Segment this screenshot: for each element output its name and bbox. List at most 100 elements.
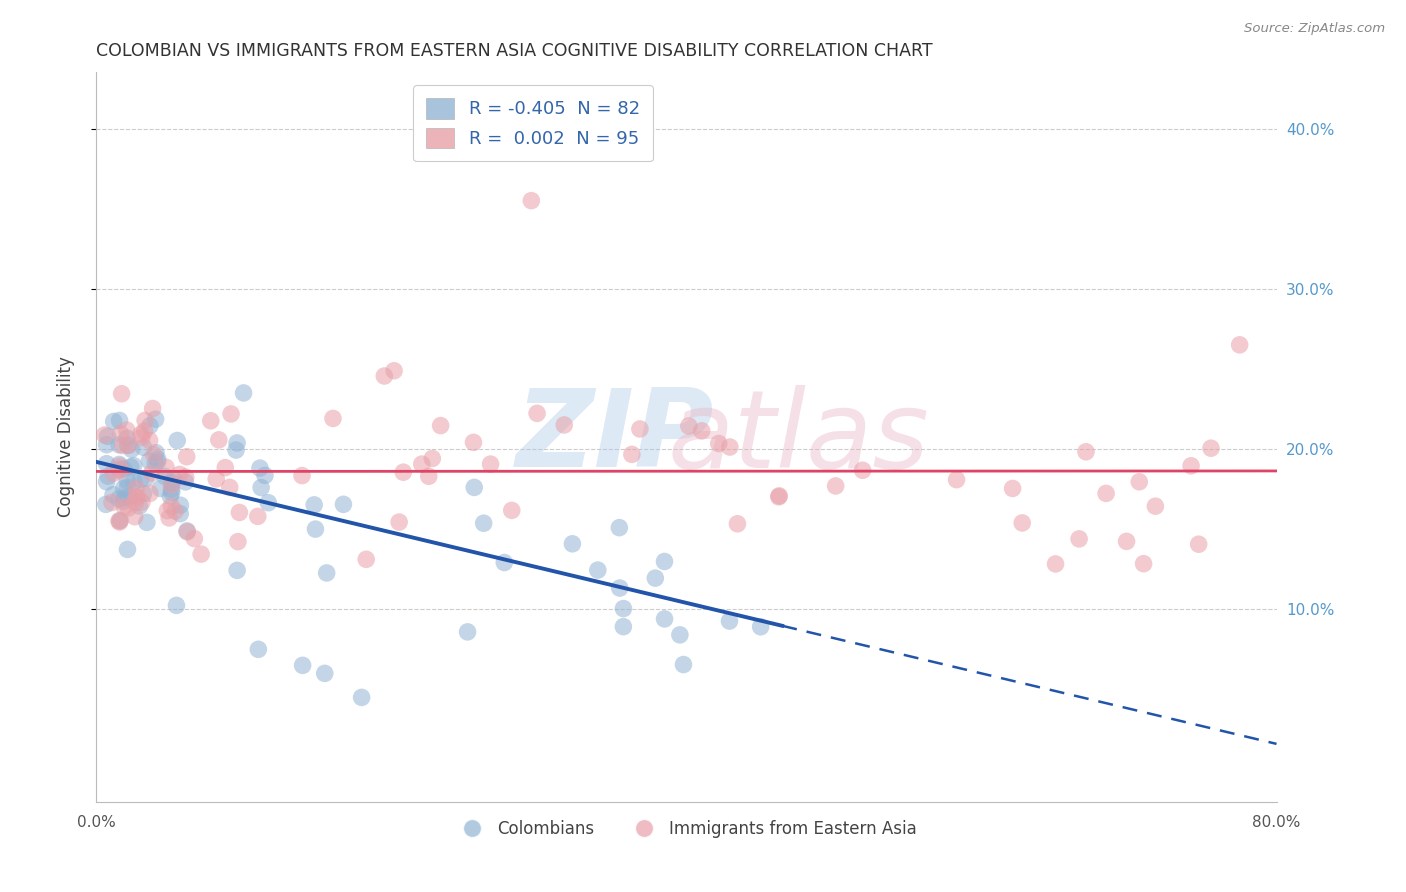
Point bbox=[1188, 537, 1211, 551]
Point bbox=[125, 481, 148, 495]
Point bbox=[176, 524, 198, 539]
Point bbox=[124, 509, 146, 524]
Point bbox=[553, 417, 575, 432]
Point bbox=[146, 455, 169, 469]
Point bbox=[160, 478, 183, 492]
Point bbox=[354, 552, 377, 566]
Point bbox=[768, 489, 790, 503]
Point bbox=[1001, 482, 1024, 496]
Point bbox=[156, 503, 179, 517]
Point bbox=[620, 447, 643, 461]
Point bbox=[257, 496, 280, 510]
Point bbox=[253, 468, 276, 483]
Point bbox=[112, 500, 135, 514]
Point bbox=[852, 463, 875, 477]
Point bbox=[96, 457, 118, 471]
Point bbox=[125, 490, 148, 504]
Point bbox=[678, 419, 700, 434]
Point bbox=[200, 414, 222, 428]
Point bbox=[669, 628, 692, 642]
Point bbox=[420, 451, 443, 466]
Point bbox=[654, 612, 676, 626]
Point bbox=[208, 433, 231, 447]
Point bbox=[463, 480, 485, 494]
Point bbox=[718, 440, 741, 454]
Point bbox=[250, 481, 273, 495]
Point bbox=[101, 495, 124, 509]
Point bbox=[96, 475, 118, 489]
Point bbox=[135, 516, 157, 530]
Point bbox=[149, 482, 172, 496]
Point bbox=[411, 457, 433, 471]
Point bbox=[945, 473, 967, 487]
Point bbox=[654, 554, 676, 568]
Point bbox=[122, 458, 145, 473]
Point bbox=[232, 386, 254, 401]
Point bbox=[169, 498, 191, 512]
Point bbox=[131, 430, 153, 444]
Point bbox=[118, 438, 141, 452]
Point bbox=[228, 505, 250, 519]
Point bbox=[143, 457, 166, 471]
Point bbox=[291, 468, 314, 483]
Point bbox=[114, 491, 136, 505]
Text: COLOMBIAN VS IMMIGRANTS FROM EASTERN ASIA COGNITIVE DISABILITY CORRELATION CHART: COLOMBIAN VS IMMIGRANTS FROM EASTERN ASI… bbox=[96, 42, 932, 60]
Point bbox=[672, 657, 695, 672]
Point bbox=[392, 465, 415, 479]
Point bbox=[160, 482, 183, 496]
Point bbox=[108, 462, 131, 476]
Point bbox=[707, 436, 730, 450]
Point bbox=[103, 414, 125, 428]
Point bbox=[146, 452, 169, 467]
Point bbox=[727, 516, 749, 531]
Point bbox=[108, 413, 131, 427]
Point bbox=[472, 516, 495, 531]
Point bbox=[169, 467, 191, 482]
Point bbox=[160, 485, 183, 500]
Point bbox=[142, 448, 165, 462]
Point bbox=[247, 642, 270, 657]
Point bbox=[165, 504, 187, 518]
Point bbox=[226, 534, 249, 549]
Point bbox=[108, 459, 131, 474]
Point bbox=[138, 454, 160, 468]
Point bbox=[183, 532, 205, 546]
Point bbox=[609, 581, 631, 595]
Point bbox=[145, 446, 167, 460]
Point bbox=[304, 522, 326, 536]
Point bbox=[127, 490, 149, 504]
Point bbox=[1074, 444, 1097, 458]
Point bbox=[132, 486, 155, 500]
Point bbox=[249, 461, 271, 475]
Point bbox=[429, 418, 451, 433]
Point bbox=[117, 542, 139, 557]
Point bbox=[315, 566, 337, 580]
Y-axis label: Cognitive Disability: Cognitive Disability bbox=[58, 357, 75, 517]
Point bbox=[382, 364, 405, 378]
Point bbox=[1229, 338, 1251, 352]
Point bbox=[174, 470, 197, 484]
Point bbox=[139, 418, 162, 433]
Point bbox=[218, 480, 240, 494]
Point bbox=[97, 429, 120, 443]
Point bbox=[153, 469, 176, 483]
Point bbox=[108, 458, 131, 472]
Point bbox=[1128, 475, 1150, 489]
Point bbox=[1011, 516, 1033, 530]
Point bbox=[501, 503, 523, 517]
Text: ZIP: ZIP bbox=[516, 384, 714, 490]
Point bbox=[129, 472, 152, 486]
Point bbox=[205, 472, 228, 486]
Point bbox=[644, 571, 666, 585]
Point bbox=[607, 521, 630, 535]
Point bbox=[112, 481, 135, 495]
Point bbox=[93, 428, 115, 442]
Point bbox=[96, 438, 118, 452]
Text: Source: ZipAtlas.com: Source: ZipAtlas.com bbox=[1244, 22, 1385, 36]
Point bbox=[128, 499, 150, 513]
Point bbox=[479, 457, 502, 471]
Point bbox=[749, 620, 772, 634]
Point bbox=[314, 666, 336, 681]
Point bbox=[526, 406, 548, 420]
Point bbox=[145, 412, 167, 426]
